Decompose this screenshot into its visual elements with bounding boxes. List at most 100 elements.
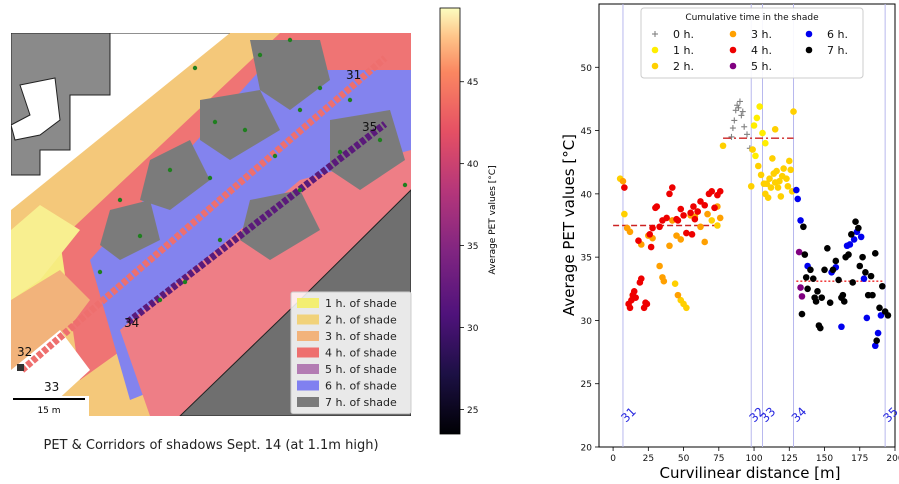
legend-label: 0 h. [673,28,694,41]
data-point [719,142,727,150]
data-point [697,198,704,205]
colorbar-tick-label: 35 [467,242,478,252]
data-point [656,262,663,270]
data-point [797,217,804,224]
y-tick-label: 35 [581,254,592,264]
data-point-plus [744,131,750,138]
data-point [688,231,696,238]
data-point [855,224,862,232]
data-point [674,217,682,224]
legend-marker [729,30,737,38]
y-tick-label: 30 [581,317,593,327]
colorbar-tick-label: 40 [467,160,479,170]
data-point [862,269,869,276]
data-point [752,152,759,160]
data-point [666,242,673,250]
shade-map [11,33,411,416]
legend-marker-plus [652,31,658,37]
data-point [871,250,879,257]
map-caption: PET & Corridors of shadows Sept. 14 (at … [43,438,378,453]
data-point [711,204,718,212]
x-tick-label: 125 [781,454,798,464]
data-point [677,205,685,213]
data-point [626,228,634,236]
map-legend: 1 h. of shade 2 h. of shade 3 h. of shade 4… [290,291,412,414]
data-point [683,304,690,312]
map-label-34: 34 [124,316,139,330]
data-point [668,184,676,191]
map-legend-box [290,291,412,414]
data-point [716,214,724,222]
data-point [856,262,864,270]
data-point [869,291,876,299]
street-lightyellow [11,205,80,300]
legend-marker [805,30,813,38]
data-point [753,114,761,122]
map-legend-label: 1 h. of shade [325,297,397,310]
tree-dots [97,37,408,303]
street-pink-2 [120,150,411,416]
data-point [666,190,673,198]
data-point [756,103,763,110]
data-point [838,323,845,331]
data-points [616,98,892,350]
colorbar-label: Average PET values [°C] [488,165,498,274]
x-tick-label: 0 [610,454,616,464]
data-point [619,177,627,185]
data-point [643,300,651,308]
y-axis-label: Average PET values [°C] [560,134,578,316]
map-label-32: 32 [17,345,32,359]
building-block [11,330,90,416]
data-point [766,175,773,182]
x-tick-label: 25 [643,454,654,464]
data-point [821,266,828,274]
shade-core [200,90,280,160]
data-point-plus [729,125,736,132]
legend-label: 6 h. [827,28,848,41]
data-point [818,294,826,301]
data-point-plus [736,98,743,105]
data-point [800,223,807,231]
data-point [852,218,859,226]
data-point [794,195,802,203]
data-point [884,312,892,319]
data-point [635,237,642,244]
data-point [784,182,792,190]
data-point [777,193,785,200]
scatter-legend: Cumulative time in the shade 0 h. 1 h. 2 h.… [640,7,864,79]
building-block [11,33,111,176]
data-point [816,324,824,332]
data-point [626,304,634,312]
data-point [857,233,865,241]
map-legend-swatch [297,364,319,374]
data-point-plus [738,112,745,119]
legend-marker [651,46,659,54]
data-point [829,266,837,274]
data-point [708,217,716,224]
corridor-31-33 [19,55,388,373]
data-point [798,293,806,300]
data-point-plus [731,117,738,124]
map-legend-label: 7 h. of shade [325,396,397,409]
data-point [849,279,857,286]
data-point-plus [741,123,748,130]
map-label-33: 33 [44,380,59,394]
data-point [793,186,800,194]
data-point [673,232,680,239]
colorbar-tick-label: 30 [467,324,479,334]
x-axis-label: Curvilinear distance [m] [659,464,840,482]
data-point [754,162,762,170]
data-point [677,236,685,243]
data-point [801,251,809,258]
data-point [776,177,783,185]
data-point [649,224,656,232]
y-tick-label: 20 [581,444,593,454]
data-point [802,274,810,281]
y-tick-label: 40 [581,190,593,200]
map-legend-label: 2 h. of shade [325,314,397,327]
data-point [701,238,709,246]
data-point [762,139,769,147]
legend-marker [729,46,737,54]
